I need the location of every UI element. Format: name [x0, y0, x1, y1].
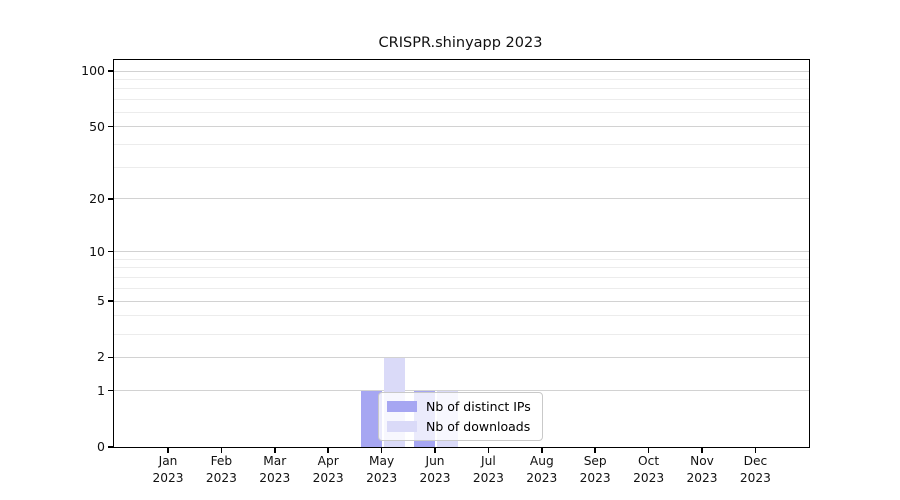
y-tick-label: 5	[97, 293, 105, 309]
gridline-minor	[114, 287, 809, 289]
x-tick-label: Oct 2023	[607, 453, 691, 487]
gridline-minor	[114, 277, 809, 279]
y-axis-tick	[108, 446, 114, 448]
x-tick-year: 2023	[739, 471, 771, 485]
y-tick-label: 0	[97, 439, 105, 454]
x-axis-tick	[701, 447, 703, 453]
gridline-minor	[114, 143, 809, 145]
legend-swatch-distinct-ips-icon	[387, 401, 417, 412]
gridline-minor	[114, 78, 809, 80]
x-tick-label: Aug 2023	[500, 453, 584, 487]
x-axis-tick	[380, 447, 383, 453]
x-axis-tick	[327, 447, 329, 453]
gridline-major	[114, 300, 809, 302]
gridline-major	[114, 126, 809, 128]
x-tick-label: Mar 2023	[233, 453, 317, 487]
x-axis-tick	[541, 447, 543, 453]
x-tick-year: 2023	[205, 471, 237, 485]
x-axis-tick	[434, 447, 436, 453]
x-tick-year: 2023	[472, 471, 504, 485]
x-axis-tick	[167, 447, 169, 453]
gridline-major	[114, 390, 809, 392]
x-tick-label: Jul 2023	[446, 453, 530, 487]
x-axis-tick	[594, 447, 596, 453]
x-tick-month: Mar	[263, 454, 287, 468]
x-tick-month: Sep	[583, 454, 607, 468]
y-axis-tick	[108, 300, 114, 302]
x-axis-tick	[220, 447, 223, 453]
legend-label-downloads: Nb of downloads	[426, 419, 531, 434]
gridline-minor	[114, 166, 809, 168]
chart-title: CRISPR.shinyapp 2023	[378, 35, 543, 51]
x-axis-tick	[487, 447, 490, 453]
y-tick-label: 50	[89, 118, 105, 134]
gridline-minor	[114, 258, 809, 260]
gridline-major	[114, 251, 809, 253]
x-tick-month: Jul	[481, 454, 496, 468]
plot-area	[113, 59, 810, 448]
x-tick-label: Apr 2023	[286, 453, 370, 487]
legend-label-distinct-ips: Nb of distinct IPs	[426, 399, 531, 414]
y-tick-label: 100	[81, 63, 105, 78]
x-axis-tick	[647, 447, 650, 453]
y-axis-tick	[108, 198, 114, 200]
x-tick-month: Aug	[529, 454, 554, 468]
y-axis-tick	[108, 125, 114, 128]
gridline-major	[114, 356, 809, 358]
x-tick-year: 2023	[686, 471, 718, 485]
y-axis-tick	[108, 70, 114, 72]
x-tick-year: 2023	[419, 471, 451, 485]
x-tick-month: Oct	[638, 454, 660, 468]
x-tick-month: May	[368, 454, 395, 468]
x-tick-year: 2023	[312, 471, 344, 485]
x-tick-year: 2023	[366, 471, 398, 485]
y-tick-label: 10	[89, 243, 105, 259]
x-tick-month: Nov	[690, 454, 714, 468]
gridline-minor	[114, 267, 809, 269]
x-tick-label: Jan 2023	[126, 453, 210, 487]
x-tick-label: Nov 2023	[660, 453, 744, 487]
gridline-major	[114, 198, 809, 200]
x-tick-year: 2023	[579, 471, 611, 485]
x-tick-month: Apr	[317, 454, 339, 468]
x-tick-label: Sep 2023	[553, 453, 637, 487]
x-tick-year: 2023	[259, 471, 291, 485]
y-tick-label: 2	[97, 349, 105, 365]
bar-nb-of-distinct-ips-may	[360, 390, 382, 447]
gridline-minor	[114, 315, 809, 317]
gridline-minor	[114, 333, 809, 335]
x-tick-label: May 2023	[340, 453, 424, 487]
x-tick-year: 2023	[152, 471, 184, 485]
x-tick-label: Jun 2023	[393, 453, 477, 487]
x-tick-label: Dec 2023	[713, 453, 797, 487]
legend: Nb of distinct IPs Nb of downloads	[378, 392, 543, 441]
x-tick-label: Feb 2023	[179, 453, 263, 487]
x-axis-tick	[754, 447, 757, 453]
y-axis-tick	[108, 356, 114, 359]
x-tick-month: Feb	[210, 454, 233, 468]
y-tick-label: 1	[97, 382, 105, 398]
gridline-major	[114, 70, 809, 72]
x-tick-month: Jan	[158, 454, 178, 468]
x-tick-month: Jun	[425, 454, 445, 468]
legend-entry-downloads: Nb of downloads	[387, 418, 531, 435]
gridline-minor	[114, 99, 809, 101]
gridline-minor	[114, 88, 809, 90]
x-tick-year: 2023	[526, 471, 558, 485]
y-axis-tick	[108, 389, 114, 392]
legend-entry-distinct-ips: Nb of distinct IPs	[387, 398, 531, 415]
y-axis-tick	[108, 250, 114, 253]
x-axis-tick	[274, 447, 276, 453]
y-tick-label: 20	[89, 190, 105, 206]
gridline-minor	[114, 111, 809, 113]
x-tick-month: Dec	[743, 454, 768, 468]
x-tick-year: 2023	[633, 471, 665, 485]
legend-swatch-downloads-icon	[387, 421, 417, 432]
